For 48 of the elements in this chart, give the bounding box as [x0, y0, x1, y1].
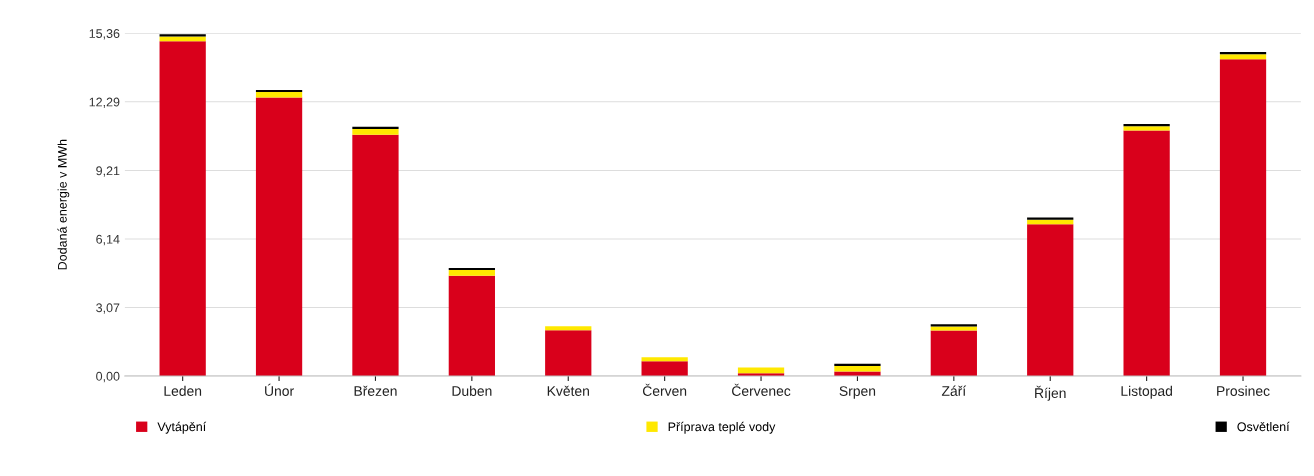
bar: [545, 330, 592, 377]
y-tick-label: 0,00: [96, 371, 120, 383]
bar: [930, 324, 977, 327]
bar: [352, 126, 399, 130]
bar: [641, 361, 688, 377]
bar: [1027, 224, 1074, 377]
y-tick-label: 15,36: [89, 29, 120, 40]
x-tick-label: Květen: [547, 385, 589, 396]
x-tick-label: Prosinec: [1217, 385, 1270, 396]
x-tick-label: Červen: [642, 383, 687, 396]
x-tick-label: Březen: [354, 385, 397, 396]
y-tick-label: 9,21: [96, 166, 120, 177]
y-tick-label: 3,07: [96, 303, 120, 314]
x-tick-label: Únor: [265, 383, 294, 396]
bar: [448, 275, 495, 377]
x-tick-label: Červenec: [732, 383, 791, 396]
x-tick-label: Listopad: [1121, 385, 1172, 399]
bar: [930, 326, 977, 331]
bar: [352, 129, 399, 135]
bar: [159, 41, 206, 377]
x-tick-label: Září: [941, 385, 967, 396]
bar: [448, 268, 495, 271]
x-tick-label: Leden: [164, 385, 202, 396]
bar: [255, 89, 303, 92]
legend-label: Příprava teplé vody: [668, 421, 776, 434]
bar: [1123, 123, 1170, 127]
bar: [448, 270, 495, 276]
bar: [1123, 126, 1170, 131]
x-tick-label: Duben: [452, 385, 492, 396]
bar: [930, 330, 977, 377]
bar: [641, 357, 688, 362]
bar: [1219, 54, 1267, 60]
x-tick-label: Říjen: [1035, 385, 1066, 401]
bar: [834, 366, 881, 372]
bar: [834, 363, 881, 366]
y-tick-label: 12,29: [89, 97, 120, 108]
bar: [255, 97, 303, 377]
x-tick-label: Srpen: [839, 386, 876, 399]
bar: [545, 326, 592, 331]
bar: [1219, 59, 1267, 377]
bar: [159, 36, 206, 42]
legend-label: Vytápění: [157, 421, 207, 434]
bar: [352, 134, 399, 377]
bar: [255, 92, 303, 98]
y-tick-label: 6,14: [96, 234, 120, 246]
legend-label: Osvětlení: [1237, 421, 1290, 432]
y-axis-title: Dodaná energie v MWh: [57, 139, 70, 270]
bar: [1123, 130, 1170, 377]
